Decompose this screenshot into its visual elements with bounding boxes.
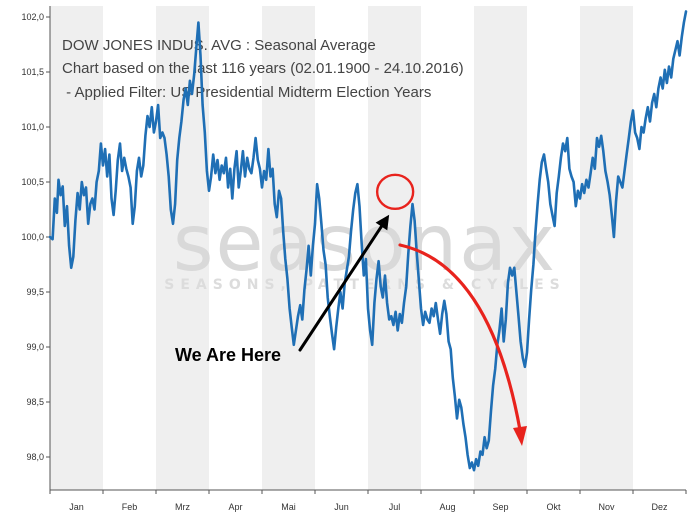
- series-line-seasonal-average: [48, 10, 688, 472]
- x-tick-label-apr: Apr: [228, 502, 242, 512]
- watermark: seasonax SEASONS, PATTERNS & CYCLES: [164, 199, 565, 293]
- y-tick-label: 100,5: [21, 177, 44, 187]
- x-tick-label-mrz: Mrz: [175, 502, 190, 512]
- we-are-here-arrow: [298, 214, 390, 352]
- month-band-sep: [474, 6, 527, 490]
- x-tick-label-jul: Jul: [389, 502, 401, 512]
- arrow-shaft: [298, 219, 387, 352]
- x-axis: Jan Feb Mrz Apr Mai Jun Jul Aug Sep Okt Nov Dez: [49, 489, 687, 512]
- chart-filter-label: - Applied Filter: US Presidential Midter…: [62, 84, 431, 101]
- x-tick-label-feb: Feb: [122, 502, 138, 512]
- watermark-tagline: SEASONS, PATTERNS & CYCLES: [164, 277, 565, 293]
- current-position-circle: [375, 173, 415, 211]
- forecast-arrow: [398, 243, 527, 446]
- forecast-arrow-head: [513, 426, 527, 446]
- month-bands: [50, 6, 633, 490]
- y-tick-label: 98,0: [26, 452, 44, 462]
- chart-subtitle: Chart based on the last 116 years (02.01…: [62, 60, 464, 77]
- x-tick-label-nov: Nov: [598, 502, 615, 512]
- y-tick-label: 99,0: [26, 342, 44, 352]
- y-tick-label: 100,0: [21, 232, 44, 242]
- x-tick-label-sep: Sep: [492, 502, 508, 512]
- arrow-head: [375, 214, 390, 231]
- x-tick-label-dez: Dez: [651, 502, 668, 512]
- y-tick-label: 102,0: [21, 12, 44, 22]
- y-tick-label: 101,0: [21, 122, 44, 132]
- annotation-group: We Are Here: [175, 173, 527, 446]
- y-tick-label: 99,5: [26, 287, 44, 297]
- y-tick-label: 101,5: [21, 67, 44, 77]
- x-tick-label-jan: Jan: [69, 502, 84, 512]
- month-band-mrz: [156, 6, 209, 490]
- y-tick-label: 98,5: [26, 397, 44, 407]
- we-are-here-label: We Are Here: [175, 345, 281, 365]
- x-tick-label-aug: Aug: [439, 502, 455, 512]
- x-tick-label-okt: Okt: [546, 502, 561, 512]
- month-band-nov: [580, 6, 633, 490]
- x-tick-label-jun: Jun: [334, 502, 349, 512]
- chart-title: DOW JONES INDUS. AVG : Seasonal Average: [62, 37, 376, 54]
- forecast-arrow-shaft: [398, 243, 522, 432]
- month-band-jan: [50, 6, 103, 490]
- y-axis: 98,0 98,5 99,0 99,5 100,0 100,5 101,0 101,5 102,…: [21, 6, 51, 490]
- x-tick-label-mai: Mai: [281, 502, 296, 512]
- month-band-mai: [262, 6, 315, 490]
